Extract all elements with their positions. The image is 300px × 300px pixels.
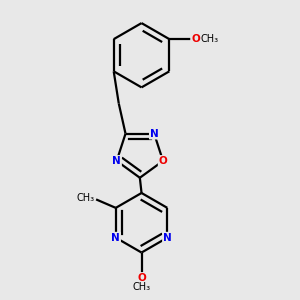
Text: CH₃: CH₃ bbox=[200, 34, 218, 44]
Text: O: O bbox=[137, 273, 146, 283]
Text: CH₃: CH₃ bbox=[133, 282, 151, 292]
Text: N: N bbox=[150, 129, 158, 139]
Text: CH₃: CH₃ bbox=[77, 193, 95, 203]
Text: N: N bbox=[112, 156, 121, 166]
Text: N: N bbox=[111, 233, 120, 243]
Text: O: O bbox=[159, 156, 167, 166]
Text: O: O bbox=[191, 34, 200, 44]
Text: N: N bbox=[163, 233, 172, 243]
